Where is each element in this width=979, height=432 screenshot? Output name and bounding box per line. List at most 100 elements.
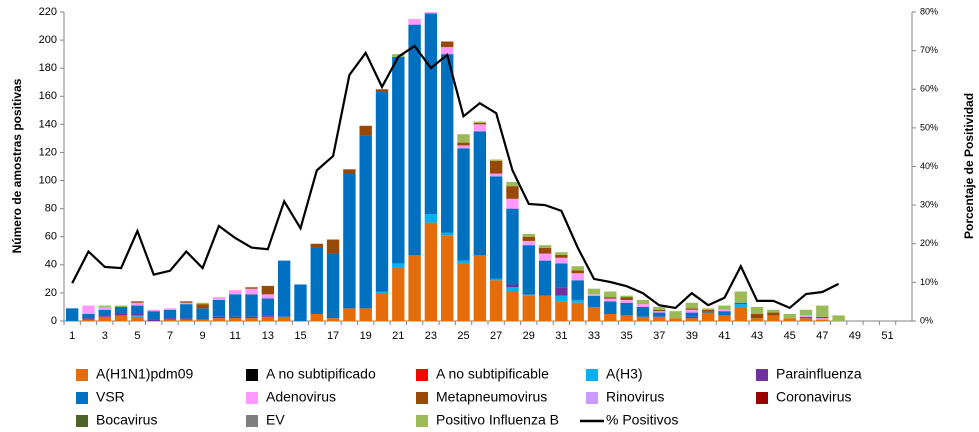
bar-segment	[522, 245, 535, 293]
bar-segment	[82, 318, 95, 320]
bar-segment	[489, 278, 503, 281]
y2-tick-label: 60%	[920, 84, 938, 94]
bar-segment	[277, 316, 291, 321]
bar-segment	[441, 235, 454, 321]
bar-segment	[245, 287, 258, 289]
bar-segment	[424, 12, 438, 14]
bar-segment	[310, 247, 323, 314]
bar-segment	[799, 318, 813, 321]
y2-tick-label: 70%	[920, 45, 938, 55]
legend-label: VSR	[96, 389, 125, 405]
bar-segment	[506, 284, 519, 288]
bar-segment	[620, 297, 633, 300]
legend-swatch	[416, 415, 428, 427]
bar-segment	[489, 160, 503, 174]
bar-segment	[114, 306, 128, 314]
bar-segment	[718, 305, 731, 310]
bar-segment	[424, 214, 438, 223]
bar-segment	[82, 305, 95, 314]
bar-segment	[114, 313, 128, 316]
bar-segment	[571, 299, 584, 303]
bar-segment	[392, 56, 405, 264]
bar-segment	[261, 298, 275, 316]
legend-swatch	[76, 369, 88, 381]
bar-segment	[261, 315, 275, 317]
bar-segment	[196, 319, 209, 321]
bar-segment	[180, 318, 193, 320]
bar-segment	[816, 316, 829, 319]
bar-segment	[343, 308, 356, 321]
bar-segment	[457, 263, 470, 321]
bar-segment	[441, 54, 454, 233]
bar-segment	[701, 308, 715, 310]
bar-segment	[718, 311, 731, 316]
legend-label: Parainfluenza	[776, 366, 862, 382]
bar-segment	[522, 295, 535, 321]
bar-segment	[799, 316, 813, 319]
bar-segment	[310, 243, 323, 248]
bar-segment	[767, 315, 780, 321]
bar-segment	[180, 302, 193, 305]
bar-segment	[196, 302, 209, 305]
bar-segment	[147, 309, 160, 312]
bar-segment	[506, 287, 519, 292]
legend-label: A no subtipificable	[436, 366, 549, 382]
bar-segment	[799, 309, 813, 316]
bar-segment	[245, 316, 258, 319]
bar-segment	[734, 306, 747, 321]
bar-segment	[375, 291, 389, 293]
x-tick-label: 45	[784, 330, 796, 342]
bar-segment	[816, 305, 829, 317]
bar-segment	[571, 302, 584, 321]
bar-segment	[473, 124, 487, 132]
bar-segment	[489, 280, 503, 321]
bar-segment	[701, 311, 715, 313]
x-tick-label: 17	[327, 330, 339, 342]
bar-segment	[653, 312, 666, 317]
legend-label: A(H1N1)pdm09	[96, 366, 193, 382]
bar-segment	[245, 288, 258, 295]
bar-segment	[538, 295, 552, 321]
bar-segment	[114, 305, 128, 307]
bar-segment	[457, 142, 470, 146]
bar-segment	[457, 145, 470, 149]
y2-tick-label: 0%	[920, 315, 933, 325]
x-tick-label: 15	[294, 330, 306, 342]
y2-tick-label: 20%	[920, 238, 938, 248]
bar-segment	[277, 260, 291, 317]
bar-segment	[587, 295, 601, 307]
bar-segment	[294, 284, 307, 321]
bar-segment	[506, 186, 519, 199]
bar-segment	[604, 297, 617, 299]
bar-segment	[98, 305, 111, 307]
bar-segment	[555, 254, 568, 258]
bar-segment	[473, 121, 487, 123]
bar-segment	[555, 301, 568, 321]
bar-segment	[653, 306, 666, 310]
bar-segment	[98, 306, 111, 310]
bar-segment	[506, 291, 519, 321]
bar-segment	[196, 304, 209, 309]
legend-label: Coronavirus	[776, 389, 851, 405]
legend-label: A(H3)	[606, 366, 643, 382]
y-tick-label: 60	[45, 231, 57, 243]
x-tick-label: 19	[360, 330, 372, 342]
bar-segment	[538, 245, 552, 248]
y-tick-label: 20	[45, 287, 57, 299]
legend-label: Rinovirus	[606, 389, 664, 405]
bar-segment	[750, 306, 764, 314]
x-tick-label: 1	[69, 330, 75, 342]
bar-segment	[229, 294, 242, 317]
bar-segment	[326, 318, 340, 321]
bar-segment	[359, 308, 372, 321]
bar-segment	[261, 294, 275, 299]
bar-segment	[538, 260, 552, 296]
x-tick-label: 29	[523, 330, 535, 342]
y2-tick-label: 30%	[920, 200, 938, 210]
bar-segment	[147, 311, 160, 320]
bar-segment	[424, 222, 438, 321]
x-tick-label: 51	[881, 330, 893, 342]
bar-segment	[701, 312, 715, 321]
y2-tick-label: 50%	[920, 122, 938, 132]
